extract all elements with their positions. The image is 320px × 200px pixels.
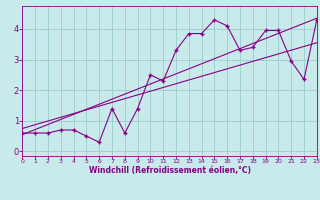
- X-axis label: Windchill (Refroidissement éolien,°C): Windchill (Refroidissement éolien,°C): [89, 166, 251, 175]
